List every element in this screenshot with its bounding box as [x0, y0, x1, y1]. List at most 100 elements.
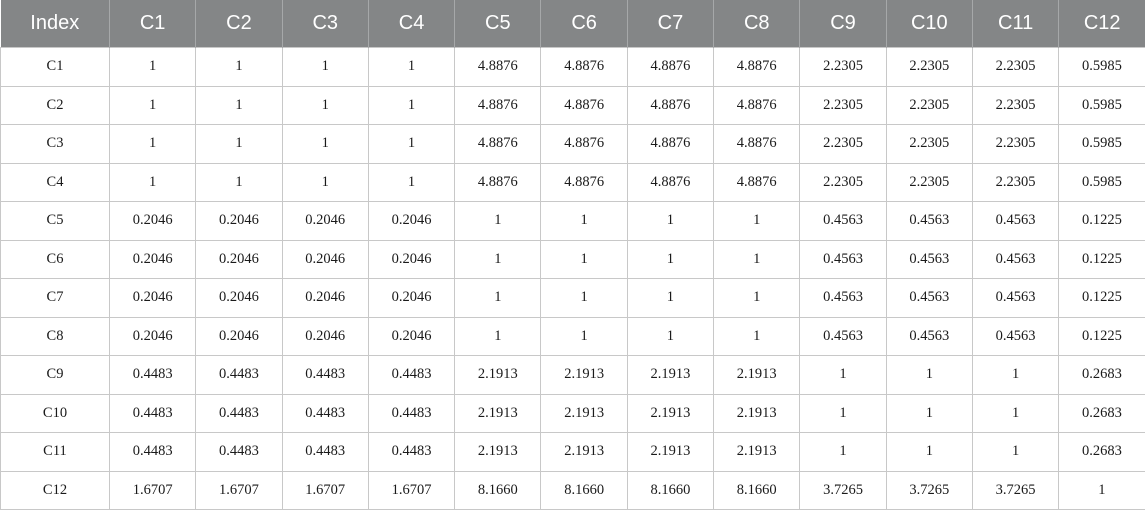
table-cell: 0.2046: [108, 278, 197, 318]
table-cell: 2.2305: [971, 47, 1060, 87]
table-cell: 0.5985: [1058, 85, 1145, 125]
table-cell: 0.4483: [195, 432, 283, 472]
column-header-c4: C4: [368, 0, 456, 48]
table-cell: 4.8876: [626, 85, 715, 125]
table-cell: 4.8876: [713, 162, 801, 202]
table-cell: 0.4563: [885, 201, 973, 241]
table-cell: 0.2046: [367, 239, 456, 279]
table-cell: 0.2046: [195, 316, 283, 356]
column-header-c5: C5: [454, 0, 542, 48]
table-cell: 0.1225: [1058, 239, 1145, 279]
table-cell: 2.1913: [540, 393, 628, 433]
table-cell: 1.6707: [367, 470, 456, 510]
table-cell: 2.1913: [713, 432, 801, 472]
table-cell: 1: [540, 316, 628, 356]
table-cell: 4.8876: [713, 47, 801, 87]
table-cell: 1: [1058, 470, 1145, 510]
table-row: C1 1 1 1 1 4.8876 4.8876 4.8876 4.8876 2.2305 2.23…: [0, 47, 1145, 87]
table-cell: 1: [713, 201, 801, 241]
table-cell: 1: [799, 432, 887, 472]
table-cell: 1: [454, 316, 542, 356]
column-header-c3: C3: [282, 0, 369, 48]
table-cell: 1: [540, 278, 628, 318]
table-cell: 1.6707: [108, 470, 197, 510]
table-cell: 0.4483: [195, 355, 283, 395]
table-cell: 0.2046: [281, 239, 369, 279]
table-cell: 1: [713, 316, 801, 356]
table-cell: 1: [108, 162, 197, 202]
table-cell: 1: [885, 432, 973, 472]
table-cell: 4.8876: [713, 124, 801, 164]
table-row: C12 1.6707 1.6707 1.6707 1.6707 8.1660 8.1660 8…: [0, 470, 1145, 510]
row-label: C9: [0, 355, 110, 395]
column-header-c12: C12: [1058, 0, 1145, 48]
table-cell: 1: [626, 201, 715, 241]
table-cell: 2.1913: [713, 355, 801, 395]
table-cell: 4.8876: [454, 47, 542, 87]
table-cell: 8.1660: [713, 470, 801, 510]
table-cell: 0.4483: [367, 432, 456, 472]
table-cell: 1: [367, 85, 456, 125]
column-header-c9: C9: [799, 0, 887, 48]
table-cell: 1: [971, 432, 1060, 472]
table-row: C8 0.2046 0.2046 0.2046 0.2046 1 1 1 1 0.4563 0.45…: [0, 316, 1145, 356]
table-cell: 1: [626, 316, 715, 356]
table-cell: 4.8876: [626, 47, 715, 87]
table-cell: 1: [626, 239, 715, 279]
row-label: C4: [0, 162, 110, 202]
table-cell: 0.4563: [971, 239, 1060, 279]
table-cell: 2.1913: [454, 355, 542, 395]
table-cell: 1: [108, 124, 197, 164]
column-header-c10: C10: [886, 0, 973, 48]
column-header-c7: C7: [627, 0, 715, 48]
row-label: C11: [0, 432, 110, 472]
table-cell: 2.2305: [885, 162, 973, 202]
table-cell: 0.4563: [799, 201, 887, 241]
table-cell: 2.2305: [799, 47, 887, 87]
row-label: C1: [0, 47, 110, 87]
table-cell: 0.4483: [281, 393, 369, 433]
table-cell: 1: [367, 47, 456, 87]
table-cell: 0.2046: [281, 316, 369, 356]
table-cell: 0.4563: [971, 316, 1060, 356]
table-cell: 4.8876: [626, 162, 715, 202]
table-cell: 4.8876: [454, 124, 542, 164]
table-cell: 0.4483: [281, 432, 369, 472]
table-cell: 4.8876: [454, 85, 542, 125]
table-cell: 3.7265: [885, 470, 973, 510]
table-cell: 0.4483: [195, 393, 283, 433]
table-cell: 0.5985: [1058, 162, 1145, 202]
table-cell: 1: [540, 201, 628, 241]
table-cell: 1: [108, 47, 197, 87]
table-cell: 1: [626, 278, 715, 318]
table-cell: 0.4563: [885, 316, 973, 356]
table-row: C5 0.2046 0.2046 0.2046 0.2046 1 1 1 1 0.4563 0.45…: [0, 201, 1145, 241]
table-cell: 1: [108, 85, 197, 125]
table-cell: 2.2305: [971, 124, 1060, 164]
table-cell: 0.4483: [367, 355, 456, 395]
header-row: Index C1 C2 C3 C4 C5 C6 C7 C8 C9 C10 C11 C12: [0, 0, 1145, 48]
table-cell: 1: [195, 85, 283, 125]
table-cell: 1: [195, 162, 283, 202]
table-cell: 4.8876: [540, 47, 628, 87]
table-cell: 2.1913: [454, 393, 542, 433]
table-cell: 4.8876: [454, 162, 542, 202]
table-cell: 0.2046: [281, 201, 369, 241]
table-cell: 1: [799, 393, 887, 433]
table-cell: 4.8876: [540, 85, 628, 125]
table-cell: 2.2305: [799, 85, 887, 125]
row-label: C7: [0, 278, 110, 318]
table-row: C4 1 1 1 1 4.8876 4.8876 4.8876 4.8876 2.2305 2.23…: [0, 162, 1145, 202]
table-cell: 8.1660: [540, 470, 628, 510]
table-header: Index C1 C2 C3 C4 C5 C6 C7 C8 C9 C10 C11 C12: [0, 0, 1145, 48]
table-cell: 0.2046: [108, 316, 197, 356]
table-cell: 2.2305: [799, 162, 887, 202]
table-cell: 2.1913: [713, 393, 801, 433]
column-header-c1: C1: [109, 0, 197, 48]
table-cell: 2.1913: [626, 393, 715, 433]
table-cell: 0.4563: [971, 278, 1060, 318]
table-cell: 0.2046: [195, 278, 283, 318]
table-cell: 1: [971, 355, 1060, 395]
table-cell: 4.8876: [540, 124, 628, 164]
column-header-c6: C6: [540, 0, 628, 48]
